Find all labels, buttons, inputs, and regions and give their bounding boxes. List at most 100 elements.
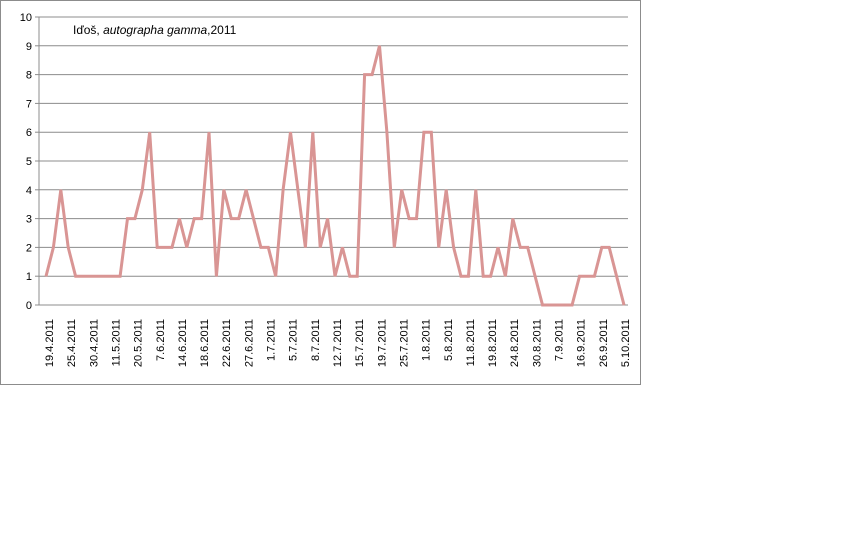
data-point (312, 131, 314, 133)
chart-area: 0 1 2 3 4 5 6 7 8 9 10 19.4.2011 25.4.2011 30.4.2011… (0, 0, 641, 385)
data-point (282, 189, 284, 191)
x-tick-label: 20.5.2011 (133, 319, 145, 367)
x-tick-label: 19.4.2011 (44, 319, 56, 367)
data-point (245, 189, 247, 191)
chart-title-italic: autographa gamma (103, 23, 207, 37)
data-point (549, 304, 551, 306)
data-point (564, 304, 566, 306)
x-tick-label: 27.6.2011 (243, 319, 255, 367)
data-point (534, 275, 536, 277)
x-tick-label: 5.10.2011 (620, 319, 632, 367)
data-point (238, 218, 240, 220)
x-tick-label: 15.7.2011 (354, 319, 366, 367)
x-tick-label: 30.8.2011 (531, 319, 543, 367)
data-point (386, 131, 388, 133)
data-point (89, 275, 91, 277)
data-point (215, 275, 217, 277)
data-point (608, 246, 610, 248)
y-tick-label: 4 (26, 185, 32, 197)
data-point (430, 131, 432, 133)
data-point (201, 218, 203, 220)
y-tick-label: 8 (26, 70, 32, 82)
data-point (75, 275, 77, 277)
x-tick-label: 24.8.2011 (509, 319, 521, 367)
x-tick-label: 5.8.2011 (443, 319, 455, 361)
data-point (401, 189, 403, 191)
data-point (438, 246, 440, 248)
data-point (601, 246, 603, 248)
x-tick-label: 7.6.2011 (155, 319, 167, 361)
data-point (497, 246, 499, 248)
data-point (327, 218, 329, 220)
y-tick-label: 2 (26, 242, 32, 254)
data-point (186, 246, 188, 248)
data-point (104, 275, 106, 277)
y-tick-label: 0 (26, 300, 32, 312)
data-point (349, 275, 351, 277)
x-tick-label: 25.4.2011 (66, 319, 78, 367)
series-layer (44, 45, 626, 307)
y-tick-label: 5 (26, 156, 32, 168)
data-point (178, 218, 180, 220)
y-tick-label: 6 (26, 127, 32, 139)
data-point (512, 218, 514, 220)
x-tick-label: 30.4.2011 (88, 319, 100, 367)
gridlines (38, 16, 628, 306)
data-point (297, 189, 299, 191)
data-point (364, 74, 366, 76)
data-point (134, 218, 136, 220)
x-axis-ticks: 19.4.2011 25.4.2011 30.4.2011 11.5.2011 20.5… (44, 319, 632, 367)
x-tick-label: 8.7.2011 (310, 319, 322, 361)
data-point (504, 275, 506, 277)
data-point (67, 246, 69, 248)
y-axis-ticks: 0 1 2 3 4 5 6 7 8 9 10 (20, 12, 39, 312)
x-tick-label: 1.7.2011 (266, 319, 278, 361)
data-point (112, 275, 114, 277)
data-point (60, 189, 62, 191)
x-tick-label: 14.6.2011 (177, 319, 189, 367)
data-point (127, 218, 129, 220)
x-tick-label: 19.8.2011 (487, 319, 499, 367)
x-tick-label: 11.8.2011 (465, 319, 477, 366)
x-tick-label: 12.7.2011 (332, 319, 344, 367)
data-point (82, 275, 84, 277)
data-point (541, 304, 543, 306)
x-tick-label: 1.8.2011 (421, 319, 433, 361)
x-tick-label: 16.9.2011 (576, 319, 588, 367)
line-chart: 0 1 2 3 4 5 6 7 8 9 10 19.4.2011 25.4.2011 30.4.2011… (20, 12, 632, 367)
data-point (304, 246, 306, 248)
x-tick-label: 22.6.2011 (221, 319, 233, 367)
data-point (475, 189, 477, 191)
data-point (527, 246, 529, 248)
chart-title-suffix: ,2011 (207, 23, 236, 37)
x-tick-label: 5.7.2011 (288, 319, 300, 361)
data-point (460, 275, 462, 277)
data-point (252, 218, 254, 220)
data-point (223, 189, 225, 191)
data-point (319, 246, 321, 248)
data-point (623, 304, 625, 306)
x-tick-label: 25.7.2011 (398, 319, 410, 367)
data-point (482, 275, 484, 277)
data-point (149, 131, 151, 133)
data-point (371, 74, 373, 76)
chart-title: Iďoš, autographa gamma,2011 (73, 23, 237, 37)
data-point (141, 189, 143, 191)
x-tick-label: 11.5.2011 (110, 319, 122, 366)
data-point (490, 275, 492, 277)
x-tick-label: 26.9.2011 (598, 319, 610, 367)
data-point (52, 246, 54, 248)
data-point (290, 131, 292, 133)
data-point (156, 246, 158, 248)
data-point (119, 275, 121, 277)
data-point (519, 246, 521, 248)
data-point (378, 45, 380, 47)
data-point (97, 275, 99, 277)
data-point (556, 304, 558, 306)
y-tick-label: 7 (26, 98, 32, 110)
data-point (356, 275, 358, 277)
data-point (579, 275, 581, 277)
data-point (230, 218, 232, 220)
data-point (393, 246, 395, 248)
y-tick-label: 1 (26, 271, 32, 283)
